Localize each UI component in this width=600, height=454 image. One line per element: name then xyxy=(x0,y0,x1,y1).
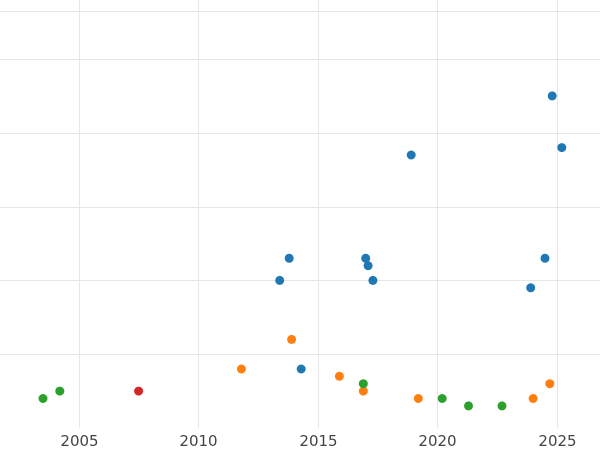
data-point xyxy=(464,401,473,411)
data-point xyxy=(526,283,536,293)
data-point xyxy=(545,379,555,389)
data-point xyxy=(528,394,538,403)
data-point xyxy=(361,253,371,263)
data-point xyxy=(275,275,285,285)
data-point xyxy=(55,386,65,396)
data-point xyxy=(547,91,557,101)
data-point xyxy=(497,401,507,411)
x-tick-label: 2020 xyxy=(418,432,456,450)
grid-lines xyxy=(0,0,600,428)
data-point xyxy=(368,275,378,285)
data-point xyxy=(236,364,246,374)
data-point xyxy=(437,394,447,403)
x-tick-label: 2015 xyxy=(299,432,337,450)
x-tick-label: 2025 xyxy=(538,432,576,450)
data-point xyxy=(540,253,550,263)
data-point xyxy=(287,334,297,344)
x-axis-ticks: 2005 2010 2015 2020 2025 xyxy=(60,432,576,450)
data-point xyxy=(406,150,416,160)
data-point xyxy=(334,371,344,381)
data-point xyxy=(38,394,48,403)
data-point xyxy=(557,143,567,153)
data-point xyxy=(296,364,306,374)
data-point xyxy=(358,379,368,389)
data-points xyxy=(38,91,567,411)
data-point xyxy=(363,261,373,271)
data-point xyxy=(413,394,423,403)
data-point xyxy=(358,386,368,396)
data-point xyxy=(284,253,294,263)
data-point xyxy=(134,386,144,396)
x-tick-label: 2005 xyxy=(60,432,98,450)
x-tick-label: 2010 xyxy=(179,432,217,450)
